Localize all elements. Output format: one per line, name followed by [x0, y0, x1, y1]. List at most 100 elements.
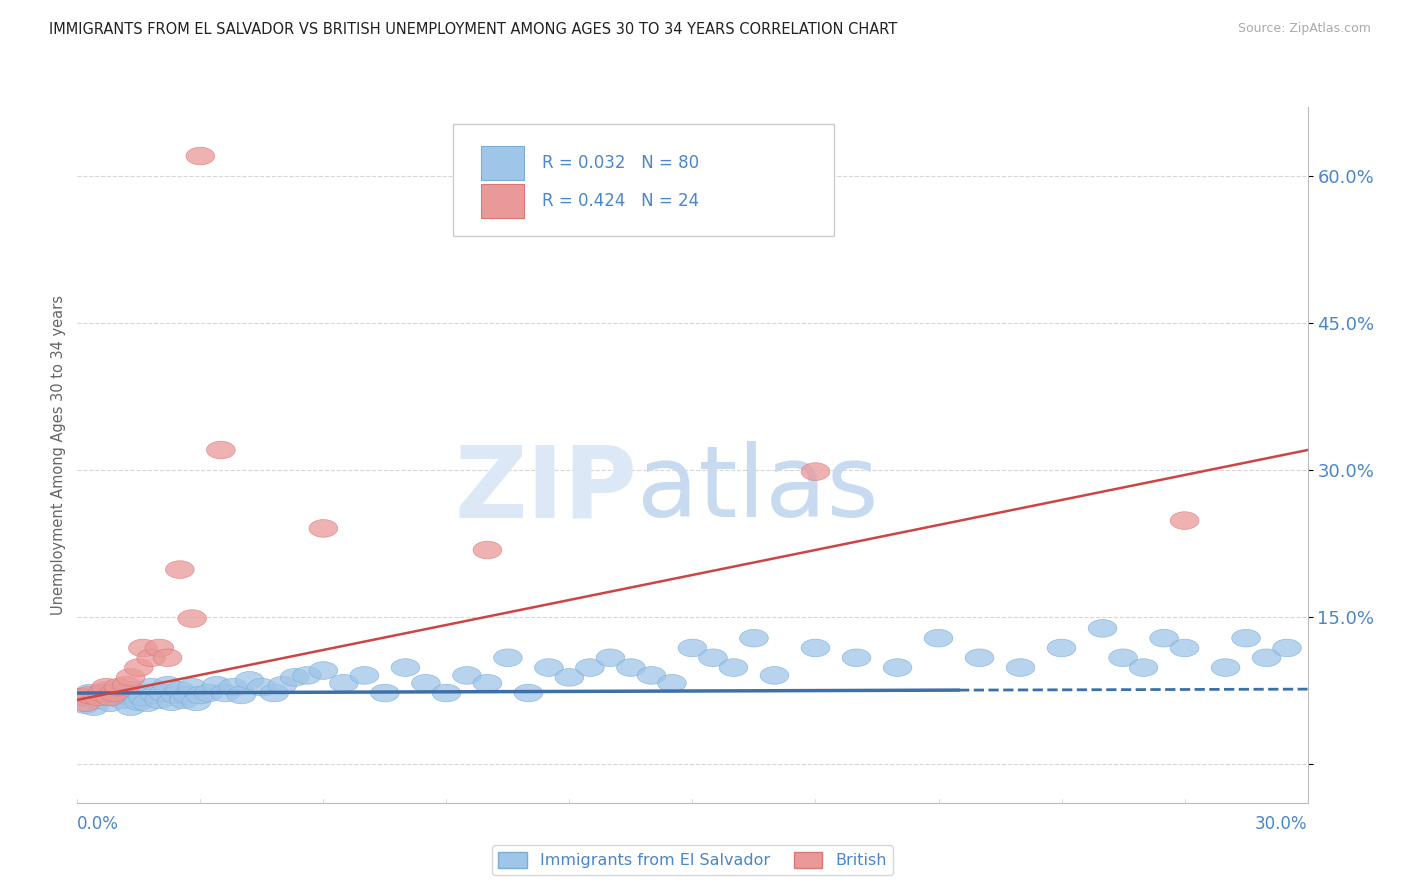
- Ellipse shape: [391, 659, 420, 676]
- Ellipse shape: [1253, 649, 1281, 666]
- Ellipse shape: [801, 640, 830, 657]
- Ellipse shape: [153, 676, 181, 694]
- Ellipse shape: [186, 686, 215, 704]
- Ellipse shape: [83, 688, 112, 706]
- Ellipse shape: [157, 693, 186, 711]
- Ellipse shape: [292, 666, 322, 684]
- Text: 30.0%: 30.0%: [1256, 814, 1308, 832]
- Ellipse shape: [170, 691, 198, 709]
- Ellipse shape: [132, 694, 162, 712]
- Ellipse shape: [177, 610, 207, 627]
- Ellipse shape: [515, 684, 543, 702]
- Ellipse shape: [149, 684, 177, 702]
- Ellipse shape: [76, 686, 104, 704]
- Ellipse shape: [260, 684, 288, 702]
- Ellipse shape: [1170, 512, 1199, 529]
- Ellipse shape: [235, 672, 264, 690]
- Ellipse shape: [211, 684, 239, 702]
- Ellipse shape: [596, 649, 624, 666]
- Text: atlas: atlas: [637, 442, 879, 538]
- Ellipse shape: [91, 678, 121, 696]
- Ellipse shape: [699, 649, 727, 666]
- Ellipse shape: [112, 676, 141, 694]
- Ellipse shape: [194, 684, 224, 702]
- Ellipse shape: [128, 688, 157, 706]
- Ellipse shape: [801, 463, 830, 481]
- Ellipse shape: [350, 666, 378, 684]
- Ellipse shape: [100, 688, 128, 706]
- Ellipse shape: [494, 649, 522, 666]
- Ellipse shape: [269, 676, 297, 694]
- Ellipse shape: [1129, 659, 1159, 676]
- Ellipse shape: [162, 686, 190, 704]
- Ellipse shape: [555, 668, 583, 686]
- Ellipse shape: [219, 678, 247, 696]
- Ellipse shape: [1232, 630, 1260, 647]
- Ellipse shape: [617, 659, 645, 676]
- Ellipse shape: [186, 147, 215, 165]
- Ellipse shape: [76, 684, 104, 702]
- Ellipse shape: [371, 684, 399, 702]
- Ellipse shape: [1150, 630, 1178, 647]
- Ellipse shape: [965, 649, 994, 666]
- Ellipse shape: [1047, 640, 1076, 657]
- Ellipse shape: [87, 686, 117, 704]
- FancyBboxPatch shape: [481, 185, 524, 219]
- Ellipse shape: [472, 674, 502, 692]
- Ellipse shape: [842, 649, 870, 666]
- Ellipse shape: [1211, 659, 1240, 676]
- Ellipse shape: [181, 693, 211, 711]
- Ellipse shape: [883, 659, 912, 676]
- Ellipse shape: [1272, 640, 1302, 657]
- Ellipse shape: [91, 681, 121, 699]
- Ellipse shape: [104, 678, 132, 696]
- Ellipse shape: [96, 694, 125, 712]
- Ellipse shape: [153, 649, 181, 666]
- Ellipse shape: [72, 694, 100, 712]
- Ellipse shape: [761, 666, 789, 684]
- Y-axis label: Unemployment Among Ages 30 to 34 years: Unemployment Among Ages 30 to 34 years: [51, 295, 66, 615]
- Ellipse shape: [87, 684, 117, 702]
- Ellipse shape: [202, 676, 231, 694]
- Ellipse shape: [117, 698, 145, 715]
- Ellipse shape: [1007, 659, 1035, 676]
- Ellipse shape: [453, 666, 481, 684]
- Ellipse shape: [125, 693, 153, 711]
- FancyBboxPatch shape: [453, 124, 834, 235]
- Ellipse shape: [637, 666, 666, 684]
- Ellipse shape: [141, 686, 170, 704]
- Ellipse shape: [112, 686, 141, 704]
- Text: 0.0%: 0.0%: [77, 814, 120, 832]
- Ellipse shape: [104, 684, 132, 702]
- Ellipse shape: [472, 541, 502, 558]
- Ellipse shape: [1088, 620, 1116, 637]
- Ellipse shape: [280, 668, 309, 686]
- Ellipse shape: [432, 684, 461, 702]
- Text: ZIP: ZIP: [454, 442, 637, 538]
- Ellipse shape: [136, 678, 166, 696]
- Text: IMMIGRANTS FROM EL SALVADOR VS BRITISH UNEMPLOYMENT AMONG AGES 30 TO 34 YEARS CO: IMMIGRANTS FROM EL SALVADOR VS BRITISH U…: [49, 22, 897, 37]
- Ellipse shape: [924, 630, 953, 647]
- Ellipse shape: [166, 681, 194, 699]
- Ellipse shape: [128, 640, 157, 657]
- Ellipse shape: [412, 674, 440, 692]
- Ellipse shape: [72, 696, 100, 714]
- Ellipse shape: [145, 640, 174, 657]
- FancyBboxPatch shape: [481, 146, 524, 180]
- Ellipse shape: [658, 674, 686, 692]
- Ellipse shape: [740, 630, 768, 647]
- Legend: Immigrants from El Salvador, British: Immigrants from El Salvador, British: [492, 846, 893, 875]
- Ellipse shape: [575, 659, 605, 676]
- Ellipse shape: [177, 678, 207, 696]
- Ellipse shape: [247, 678, 276, 696]
- Ellipse shape: [329, 674, 359, 692]
- Ellipse shape: [226, 686, 256, 704]
- Text: Source: ZipAtlas.com: Source: ZipAtlas.com: [1237, 22, 1371, 36]
- Ellipse shape: [125, 659, 153, 676]
- Ellipse shape: [1170, 640, 1199, 657]
- Ellipse shape: [117, 668, 145, 686]
- Ellipse shape: [108, 691, 136, 709]
- Ellipse shape: [145, 691, 174, 709]
- Text: R = 0.424   N = 24: R = 0.424 N = 24: [543, 193, 700, 211]
- Ellipse shape: [718, 659, 748, 676]
